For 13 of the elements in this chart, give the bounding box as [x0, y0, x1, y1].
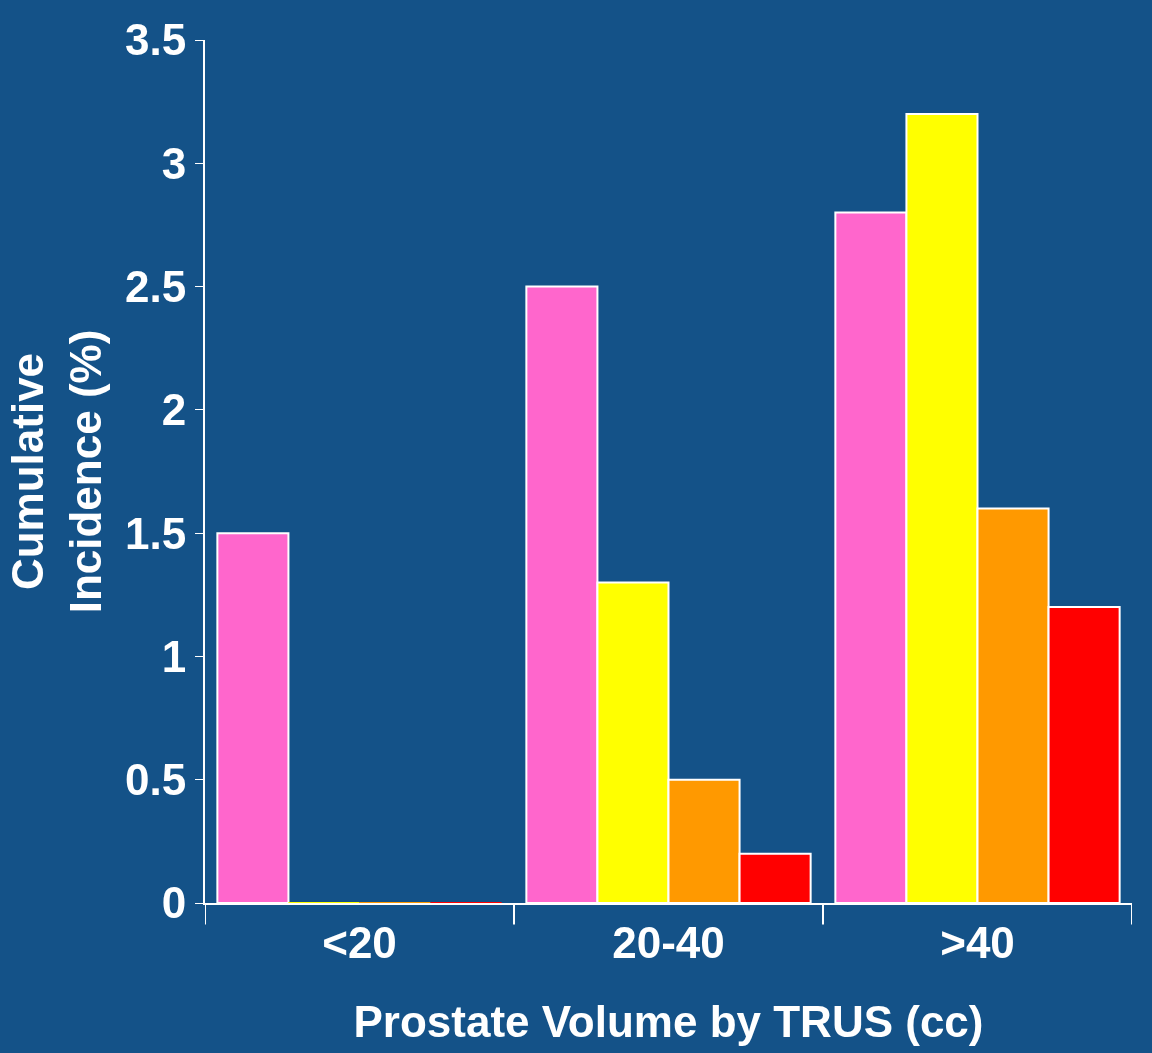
y-tick-label: 1.5	[125, 508, 187, 558]
y-tick-label: 2.5	[125, 261, 187, 311]
y-tick-label: 0.5	[125, 755, 187, 805]
y-tick-label: 3	[161, 138, 187, 188]
y-tick-label: 1	[161, 631, 187, 681]
x-axis-title: Prostate Volume by TRUS (cc)	[353, 996, 984, 1046]
y-tick-label: 0	[161, 878, 187, 928]
x-tick-label: >40	[940, 917, 1015, 967]
x-tick-label: 20-40	[612, 917, 725, 967]
y-tick-label: 3.5	[125, 15, 187, 65]
y-axis-title: Cumulative Incidence (%)	[3, 329, 110, 614]
y-tick-label: 2	[161, 385, 187, 435]
x-tick-label: <20	[322, 917, 397, 967]
